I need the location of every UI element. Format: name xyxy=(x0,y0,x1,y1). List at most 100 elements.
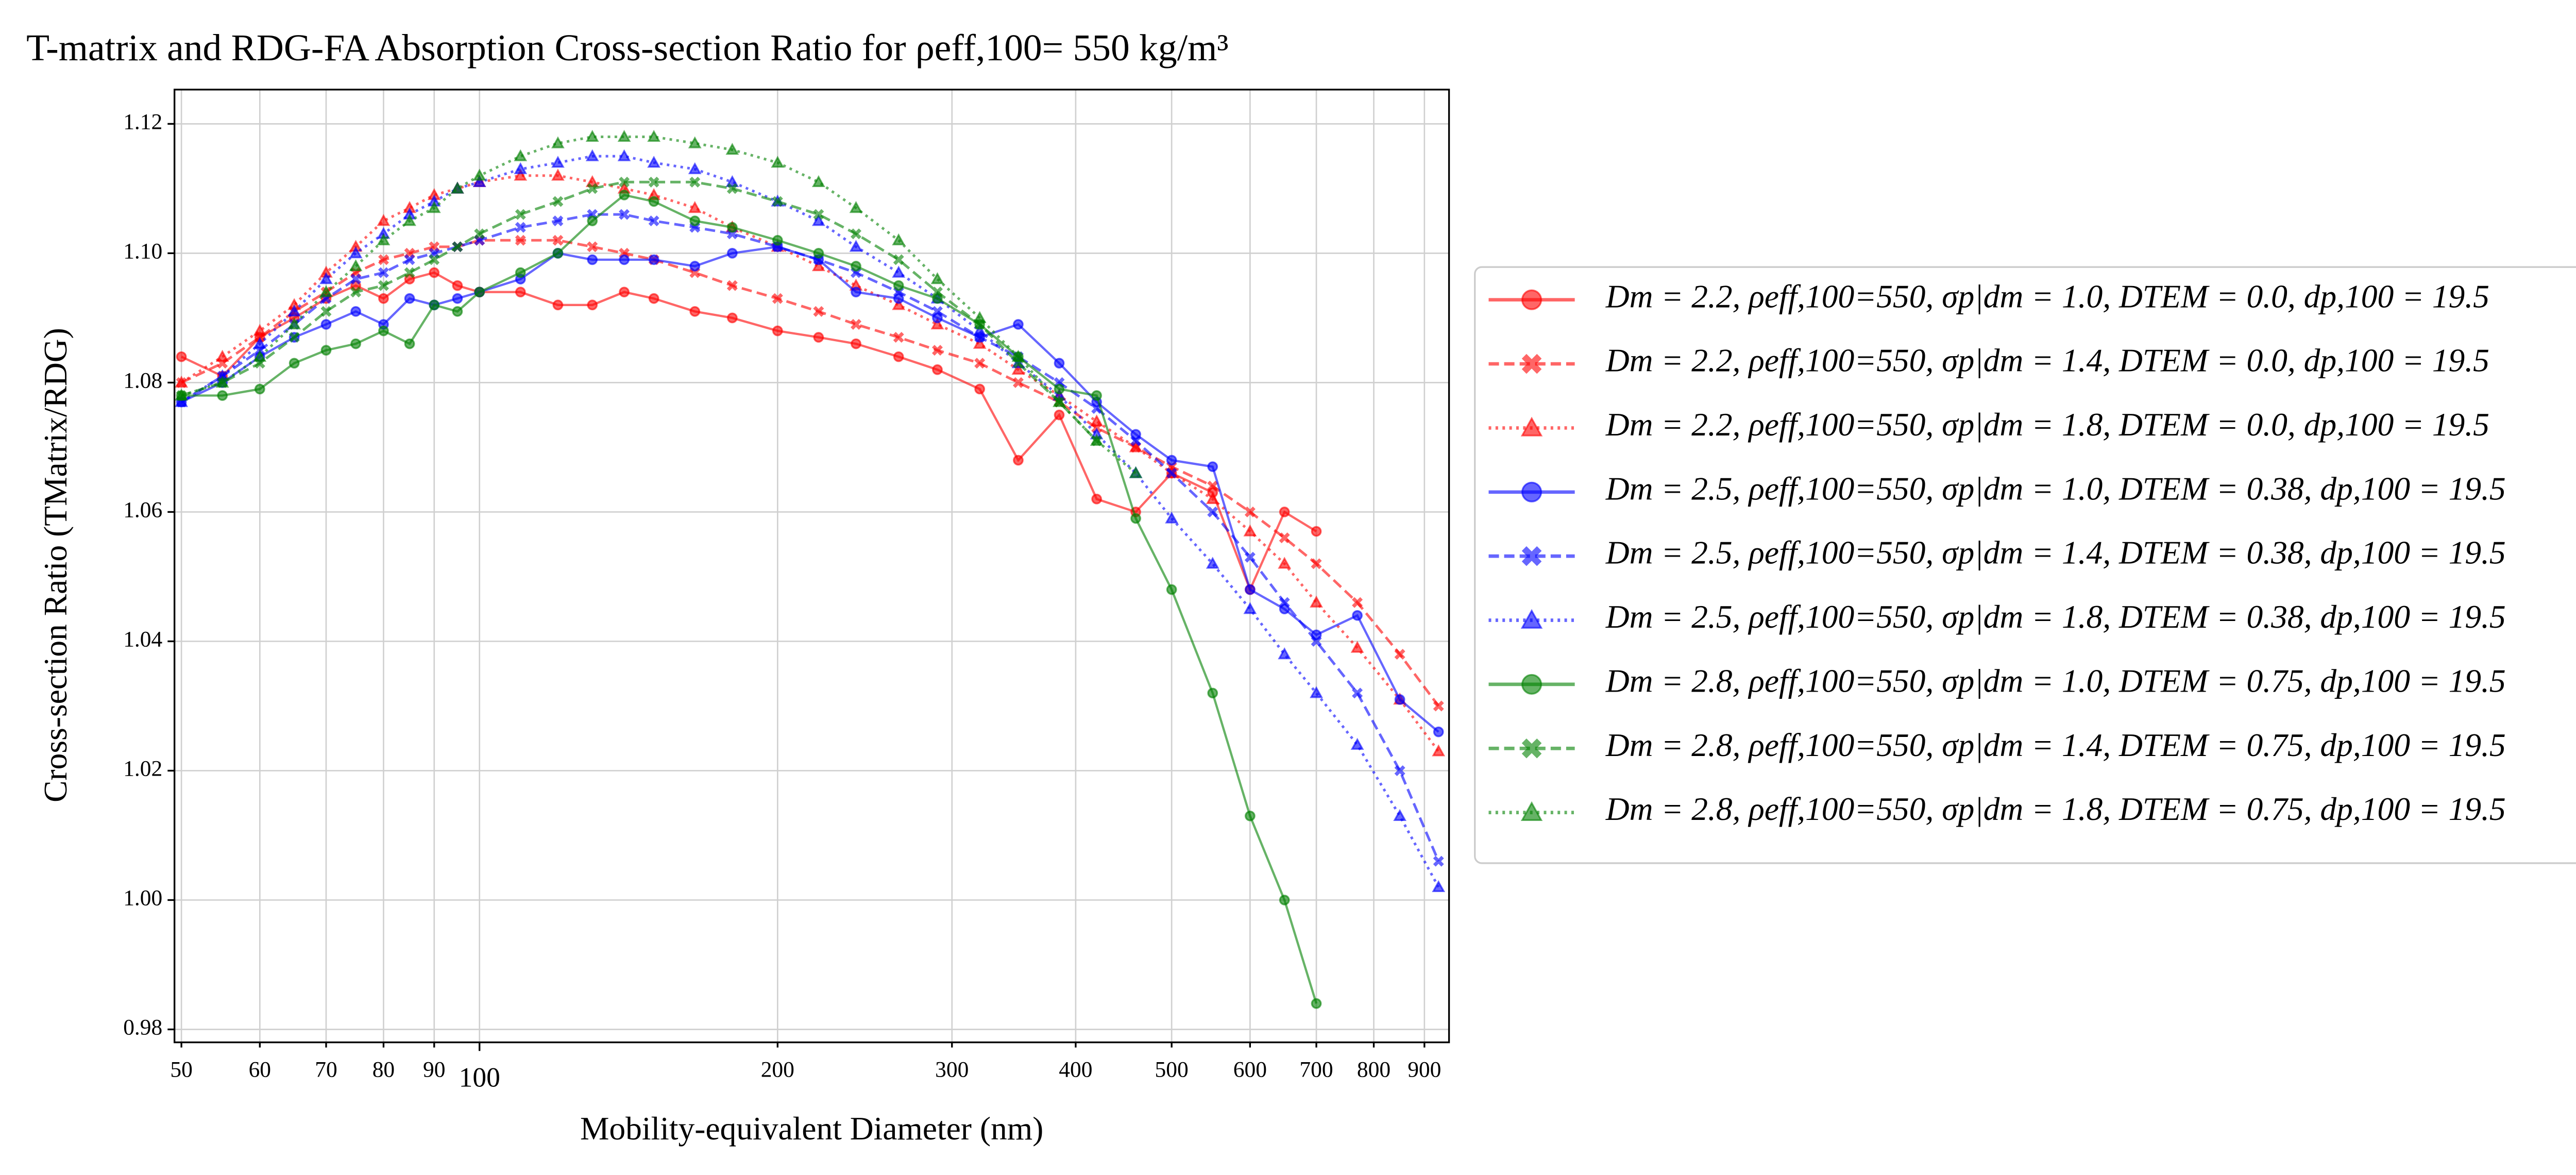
marker xyxy=(1310,686,1323,698)
marker xyxy=(552,196,564,207)
marker xyxy=(974,383,985,395)
legend-label: Dm = 2.2, ρeff,100=550, σp|dm = 1.0, DTE… xyxy=(1605,278,2489,314)
marker xyxy=(1244,551,1256,563)
marker xyxy=(619,209,630,220)
series-line xyxy=(180,213,1440,862)
axes-frame xyxy=(173,89,1450,1044)
marker xyxy=(973,337,987,349)
marker xyxy=(1243,602,1257,614)
marker xyxy=(1166,455,1177,466)
marker xyxy=(254,383,265,395)
marker xyxy=(1279,597,1290,608)
marker xyxy=(1054,383,1065,395)
marker xyxy=(587,299,598,311)
x-tick-label: 80 xyxy=(372,1057,395,1082)
marker xyxy=(378,280,389,291)
marker xyxy=(404,338,415,349)
marker xyxy=(551,169,565,181)
marker xyxy=(619,287,630,298)
marker xyxy=(587,241,598,253)
marker xyxy=(619,190,630,200)
legend-label: Dm = 2.8, ρeff,100=550, σp|dm = 1.4, DTE… xyxy=(1605,727,2506,763)
marker xyxy=(772,325,783,337)
marker xyxy=(851,338,861,349)
marker xyxy=(647,156,661,168)
marker xyxy=(1054,409,1065,421)
marker xyxy=(1433,700,1444,712)
marker xyxy=(377,233,391,245)
marker xyxy=(689,215,701,226)
marker xyxy=(175,375,188,388)
marker xyxy=(1091,390,1102,401)
marker xyxy=(552,215,564,227)
marker xyxy=(772,196,783,207)
marker xyxy=(1310,595,1323,608)
x-tick-label: 800 xyxy=(1357,1057,1391,1082)
marker xyxy=(176,351,187,362)
marker xyxy=(932,364,943,375)
y-tick-label: 1.04 xyxy=(123,627,162,651)
marker xyxy=(726,222,738,233)
marker xyxy=(850,318,861,330)
x-tick-label: 90 xyxy=(423,1057,445,1082)
marker xyxy=(849,240,863,252)
marker xyxy=(1352,687,1363,699)
marker xyxy=(893,351,904,362)
y-tick-label: 1.12 xyxy=(123,109,162,134)
y-axis-label: Cross-section Ratio (TMatrix/RDG) xyxy=(37,328,74,802)
marker xyxy=(688,136,702,148)
marker xyxy=(551,136,565,148)
marker xyxy=(974,358,986,369)
marker xyxy=(1011,362,1025,375)
marker xyxy=(617,129,631,142)
marker xyxy=(617,149,631,161)
marker xyxy=(1432,880,1446,893)
marker xyxy=(452,293,463,304)
marker xyxy=(175,395,188,407)
marker xyxy=(452,306,463,317)
marker xyxy=(427,201,441,213)
marker xyxy=(585,129,599,142)
plot-area xyxy=(175,129,1446,1009)
marker xyxy=(1207,480,1218,492)
x-tick-label: 900 xyxy=(1408,1057,1441,1082)
marker xyxy=(587,215,598,226)
marker xyxy=(1244,584,1256,595)
legend: Dm = 2.2, ρeff,100=550, σp|dm = 1.0, DTE… xyxy=(1488,278,2506,827)
marker xyxy=(377,214,391,226)
legend-label: Dm = 2.5, ρeff,100=550, σp|dm = 1.0, DTE… xyxy=(1605,470,2506,507)
marker xyxy=(1311,558,1322,569)
marker xyxy=(472,175,486,188)
marker xyxy=(1311,998,1322,1009)
marker xyxy=(1244,810,1256,821)
legend-label: Dm = 2.5, ρeff,100=550, σp|dm = 1.4, DTE… xyxy=(1605,534,2506,571)
marker xyxy=(688,162,702,174)
marker xyxy=(404,293,415,304)
x-tick-label: 700 xyxy=(1299,1057,1333,1082)
marker xyxy=(1129,466,1143,478)
legend-label: Dm = 2.8, ρeff,100=550, σp|dm = 1.0, DTE… xyxy=(1605,662,2506,699)
marker xyxy=(378,254,389,265)
marker xyxy=(1352,597,1363,608)
marker xyxy=(811,214,825,226)
marker xyxy=(587,183,598,194)
marker xyxy=(689,306,701,317)
marker xyxy=(726,183,738,194)
marker xyxy=(551,156,565,168)
marker xyxy=(1090,433,1104,446)
marker xyxy=(287,304,301,317)
marker xyxy=(253,324,267,336)
marker xyxy=(772,234,783,246)
marker xyxy=(1012,377,1024,388)
marker xyxy=(813,332,824,343)
marker xyxy=(1394,765,1405,776)
marker xyxy=(1521,546,1542,566)
marker xyxy=(1207,506,1218,517)
marker xyxy=(429,254,440,265)
legend-label: Dm = 2.8, ρeff,100=550, σp|dm = 1.8, DTE… xyxy=(1605,791,2506,827)
x-tick-label: 500 xyxy=(1155,1057,1189,1082)
marker xyxy=(472,169,486,181)
marker xyxy=(648,196,659,207)
